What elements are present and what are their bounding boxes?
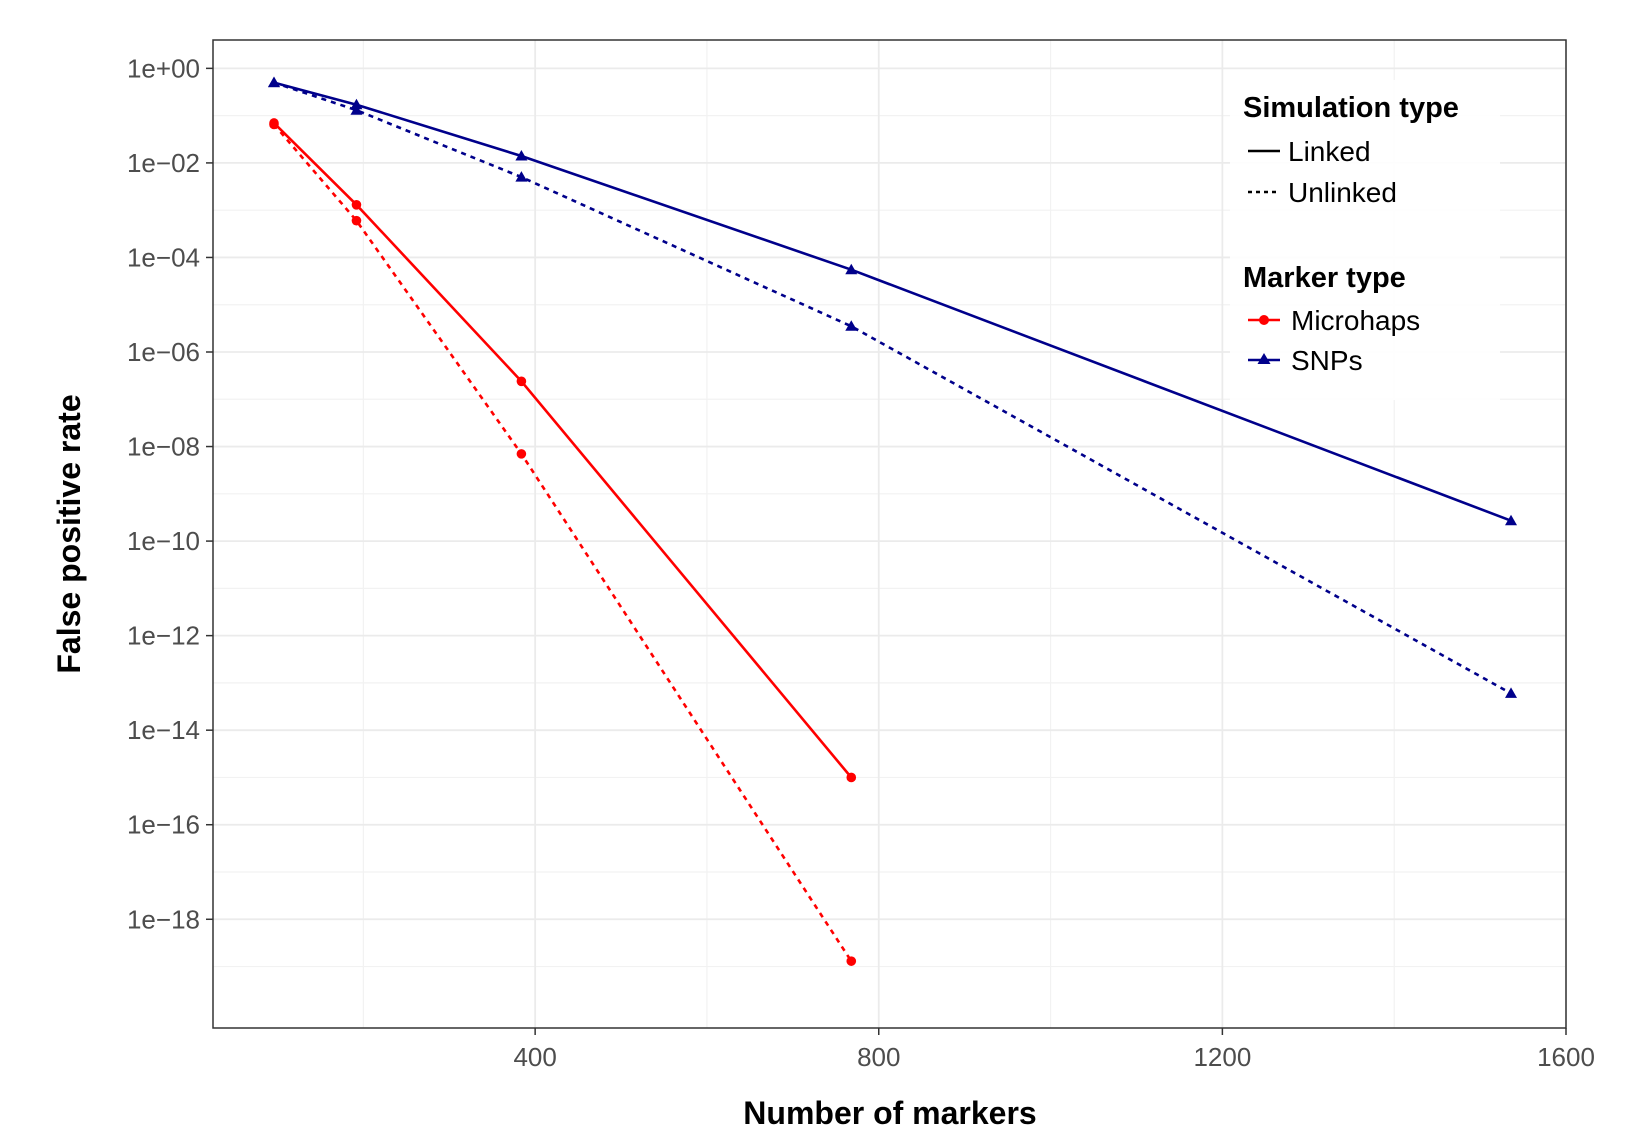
legend-label-linked: Linked <box>1288 136 1371 167</box>
y-tick-label: 1e−12 <box>127 621 200 651</box>
series-line-microhaps-unlinked <box>273 123 853 962</box>
data-point-microhaps-unlinked <box>351 215 362 226</box>
data-point-microhaps-linked <box>516 376 527 387</box>
data-point-microhaps-linked <box>846 772 857 783</box>
data-point-snps-linked <box>350 98 363 110</box>
data-point-snps-unlinked <box>515 171 528 182</box>
y-tick-label: 1e−04 <box>127 242 200 272</box>
data-point-snps-linked <box>1505 514 1518 526</box>
data-point-snps-unlinked <box>350 104 363 115</box>
data-point-snps-unlinked <box>267 76 280 88</box>
legend-label-unlinked: Unlinked <box>1288 177 1397 208</box>
legend-label-microhaps: Microhaps <box>1291 305 1420 336</box>
data-point-snps-unlinked <box>845 320 858 331</box>
legend-label-snps: SNPs <box>1291 345 1363 376</box>
legend: Simulation type Linked Unlinked Marker t… <box>1230 80 1500 400</box>
y-tick-label: 1e−14 <box>127 715 200 745</box>
legend-title-marker: Marker type <box>1243 262 1406 294</box>
y-tick-label: 1e−08 <box>127 432 200 462</box>
x-tick-label: 1200 <box>1193 1042 1251 1072</box>
panel-border <box>212 39 1567 1029</box>
y-tick-label: 1e−06 <box>127 337 200 367</box>
y-axis-ticks: 1e+00 1e−02 1e−04 1e−06 1e−08 1e−10 1e−12 1e−14… <box>127 53 213 934</box>
y-tick-label: 1e−10 <box>127 526 200 556</box>
legend-title-simulation: Simulation type <box>1243 92 1459 124</box>
y-tick-label: 1e−02 <box>127 148 200 178</box>
data-point-microhaps-unlinked <box>516 449 527 459</box>
y-tick-label: 1e−16 <box>127 810 200 840</box>
y-axis-title: False positive rate <box>51 394 87 673</box>
data-point-snps-unlinked <box>1505 687 1518 698</box>
data-point-snps-linked <box>845 263 858 275</box>
legend-key-microhaps <box>1248 315 1280 325</box>
y-tick-label: 1e+00 <box>127 53 200 83</box>
x-tick-label: 1600 <box>1537 1042 1595 1072</box>
data-point-microhaps-unlinked <box>269 119 279 130</box>
x-axis-title: Number of markers <box>743 1095 1036 1131</box>
y-tick-label: 1e−18 <box>127 904 200 934</box>
data-point-microhaps-linked <box>351 199 362 210</box>
series-layer <box>267 76 1518 966</box>
x-axis-ticks: 400 800 1200 1600 <box>513 1028 1595 1072</box>
data-point-snps-linked <box>515 150 528 161</box>
x-tick-label: 400 <box>513 1042 556 1072</box>
legend-background <box>1230 80 1500 400</box>
legend-key-snps <box>1248 353 1280 364</box>
series-line-microhaps-linked <box>273 122 853 779</box>
data-point-microhaps-unlinked <box>846 956 857 966</box>
x-tick-label: 800 <box>857 1042 900 1072</box>
